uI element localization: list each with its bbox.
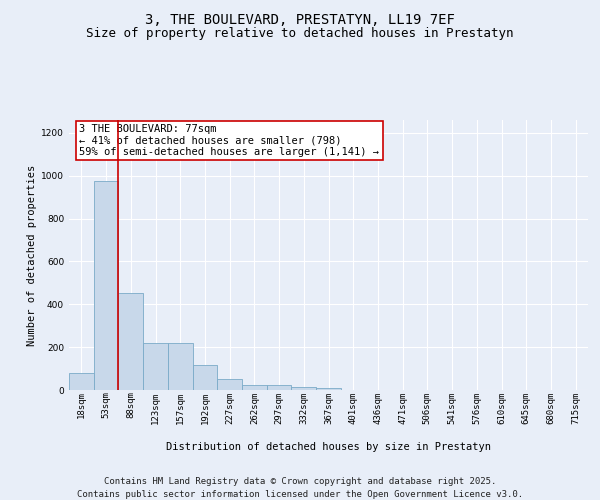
Bar <box>193 366 217 390</box>
Bar <box>94 181 118 390</box>
Bar <box>69 373 94 390</box>
Bar <box>292 387 316 390</box>
Text: Contains public sector information licensed under the Open Government Licence v3: Contains public sector information licen… <box>77 490 523 499</box>
Text: Distribution of detached houses by size in Prestatyn: Distribution of detached houses by size … <box>166 442 491 452</box>
Text: 3, THE BOULEVARD, PRESTATYN, LL19 7EF: 3, THE BOULEVARD, PRESTATYN, LL19 7EF <box>145 12 455 26</box>
Text: Contains HM Land Registry data © Crown copyright and database right 2025.: Contains HM Land Registry data © Crown c… <box>104 478 496 486</box>
Y-axis label: Number of detached properties: Number of detached properties <box>27 164 37 346</box>
Text: Size of property relative to detached houses in Prestatyn: Size of property relative to detached ho… <box>86 28 514 40</box>
Bar <box>168 343 193 390</box>
Bar <box>118 292 143 390</box>
Bar <box>242 386 267 390</box>
Bar <box>267 386 292 390</box>
Bar <box>316 388 341 390</box>
Bar <box>143 343 168 390</box>
Bar <box>217 380 242 390</box>
Text: 3 THE BOULEVARD: 77sqm
← 41% of detached houses are smaller (798)
59% of semi-de: 3 THE BOULEVARD: 77sqm ← 41% of detached… <box>79 124 379 157</box>
